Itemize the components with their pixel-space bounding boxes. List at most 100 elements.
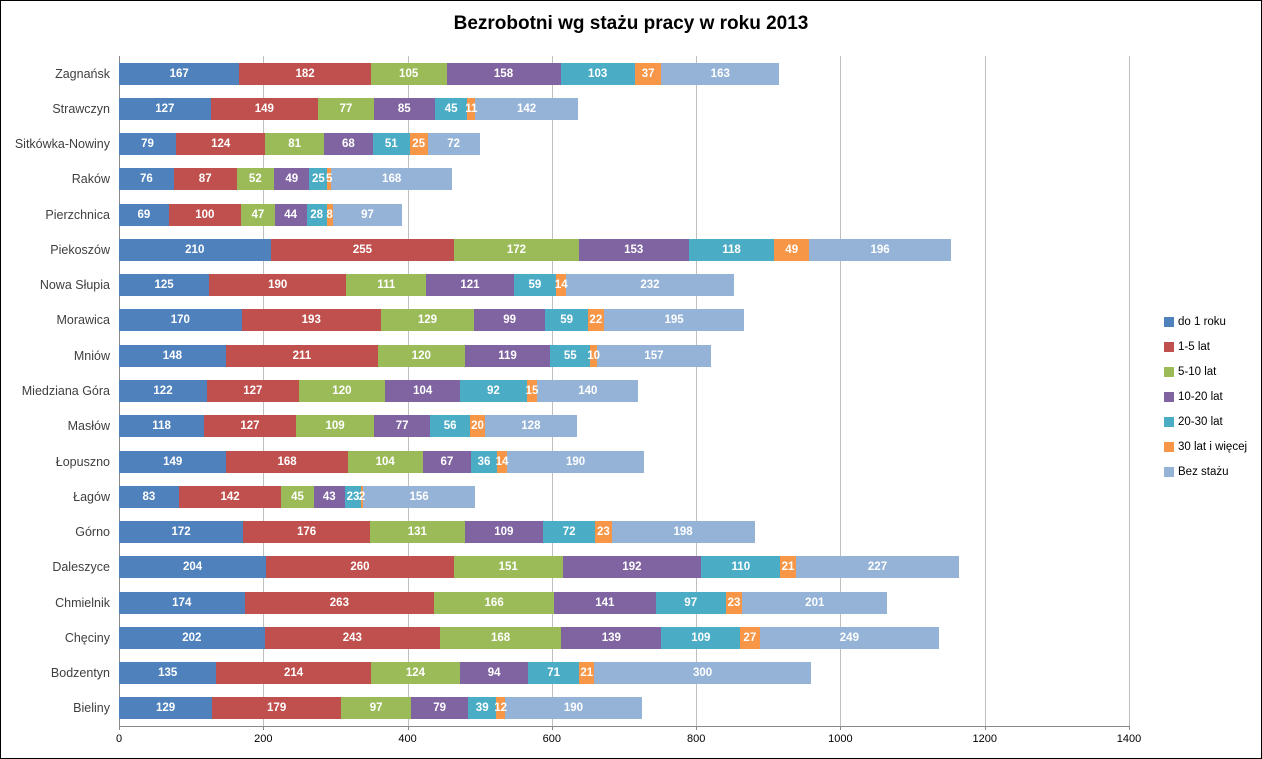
category-label: Pierzchnica — [45, 207, 110, 222]
legend: do 1 roku 1-5 lat 5-10 lat 10-20 lat 20-30 l… — [1164, 316, 1247, 491]
bar-row: Daleszyce 204 260 151 192 110 21 227 — [52, 550, 1129, 585]
bar-segment: 232 — [566, 274, 734, 297]
stacked-bar: 135 214 124 94 71 21 300 — [119, 662, 1129, 685]
legend-item: 1-5 lat — [1164, 341, 1247, 353]
x-tick-label: 0 — [115, 733, 123, 745]
segment-value-label: 103 — [588, 67, 608, 80]
segment-value-label: 105 — [399, 67, 419, 80]
segment-value-label: 260 — [350, 561, 370, 574]
segment-value-label: 5 — [326, 173, 333, 186]
segment-value-label: 168 — [491, 631, 511, 644]
bar-segment: 179 — [212, 697, 342, 720]
bar-segment: 167 — [119, 62, 240, 85]
legend-item: do 1 roku — [1164, 316, 1247, 328]
segment-value-label: 21 — [580, 667, 594, 680]
legend-label: Bez stażu — [1178, 466, 1229, 478]
x-tickmark — [119, 726, 120, 730]
segment-value-label: 139 — [601, 631, 621, 644]
segment-value-label: 79 — [433, 702, 447, 715]
bar-segment: 128 — [484, 415, 578, 438]
bar-segment: 201 — [742, 591, 888, 614]
segment-value-label: 227 — [867, 561, 888, 574]
bar-segment: 168 — [226, 450, 348, 473]
gridline — [1129, 56, 1130, 726]
segment-value-label: 77 — [395, 420, 409, 433]
segment-value-label: 81 — [288, 138, 302, 151]
segment-value-label: 72 — [562, 526, 576, 539]
segment-value-label: 172 — [506, 243, 527, 256]
bar-segment: 55 — [550, 344, 591, 367]
bar-row: Sitkówka-Nowiny 79 124 81 68 51 25 72 — [15, 127, 1129, 162]
bar-segment: 149 — [119, 450, 227, 473]
bar-segment: 192 — [562, 556, 702, 579]
bar-row: Piekoszów 210 255 172 153 118 49 196 — [50, 232, 1129, 267]
bar-segment: 81 — [265, 133, 324, 156]
legend-item: 5-10 lat — [1164, 366, 1247, 378]
segment-value-label: 202 — [182, 631, 202, 644]
bar-segment: 104 — [347, 450, 423, 473]
gridline — [696, 56, 698, 726]
bar-segment: 129 — [119, 697, 213, 720]
segment-value-label: 15 — [525, 385, 539, 398]
segment-value-label: 67 — [440, 455, 454, 468]
bar-segment: 14 — [555, 274, 568, 297]
segment-value-label: 36 — [477, 455, 491, 468]
bar-segment: 20 — [470, 415, 485, 438]
legend-swatch — [1164, 467, 1174, 477]
segment-value-label: 127 — [243, 385, 263, 398]
x-tick-label: 1000 — [828, 733, 853, 745]
bar-segment: 140 — [537, 380, 639, 403]
bar-row: Bodzentyn 135 214 124 94 71 21 300 — [51, 656, 1129, 691]
segment-value-label: 2 — [358, 490, 366, 503]
segment-value-label: 12 — [494, 702, 507, 715]
stacked-bar: 170 193 129 99 59 22 195 — [119, 309, 1129, 332]
segment-value-label: 8 — [326, 208, 333, 221]
segment-value-label: 153 — [624, 243, 644, 256]
bar-segment: 127 — [119, 97, 211, 120]
bar-segment: 211 — [225, 344, 378, 367]
bar-row: Raków 76 87 52 49 25 5 168 — [72, 162, 1129, 197]
segment-value-label: 149 — [163, 455, 183, 468]
segment-value-label: 211 — [292, 349, 312, 362]
stacked-bar: 204 260 151 192 110 21 227 — [119, 556, 1129, 579]
segment-value-label: 120 — [411, 349, 431, 362]
bar-segment: 214 — [216, 662, 371, 685]
bar-segment: 76 — [119, 168, 174, 191]
bar-row: Chmielnik 174 263 166 141 97 23 201 — [55, 585, 1129, 620]
bar-segment: 43 — [313, 485, 345, 508]
bar-segment: 87 — [173, 168, 237, 191]
bar-segment: 49 — [274, 168, 310, 191]
bar-segment: 157 — [597, 344, 711, 367]
legend-label: 1-5 lat — [1178, 341, 1210, 353]
bar-segment: 22 — [587, 309, 604, 332]
bar-segment: 174 — [119, 591, 245, 614]
bar-segment: 105 — [370, 62, 447, 85]
bar-segment: 156 — [362, 485, 476, 508]
gridline — [840, 56, 842, 726]
bar-segment: 141 — [554, 591, 656, 614]
bar-segment: 124 — [370, 662, 461, 685]
bar-segment: 92 — [460, 380, 527, 403]
bar-row: Mniów 148 211 120 119 55 10 157 — [74, 338, 1129, 373]
bar-segment: 118 — [119, 415, 205, 438]
segment-value-label: 97 — [361, 208, 374, 221]
bar-segment: 142 — [475, 97, 578, 120]
bar-segment: 148 — [119, 344, 226, 367]
segment-value-label: 172 — [171, 526, 191, 539]
segment-value-label: 45 — [291, 490, 304, 503]
bar-segment: 190 — [507, 450, 645, 473]
bar-segment: 135 — [119, 662, 217, 685]
x-tickmark — [407, 726, 409, 730]
category-label: Bieliny — [73, 701, 110, 716]
segment-value-label: 300 — [693, 667, 713, 680]
bar-segment: 12 — [494, 697, 507, 720]
bar-segment: 51 — [372, 133, 410, 156]
bar-row: Nowa Słupia 125 190 111 121 59 14 232 — [40, 268, 1129, 303]
bar-segment: 127 — [204, 415, 296, 438]
stacked-bar: 83 142 45 43 23 2 156 — [119, 485, 1129, 508]
segment-value-label: 83 — [142, 490, 156, 503]
segment-value-label: 100 — [195, 208, 215, 221]
bar-segment: 196 — [809, 238, 951, 261]
x-tick-label: 200 — [254, 733, 273, 745]
bar-segment: 249 — [759, 626, 940, 649]
